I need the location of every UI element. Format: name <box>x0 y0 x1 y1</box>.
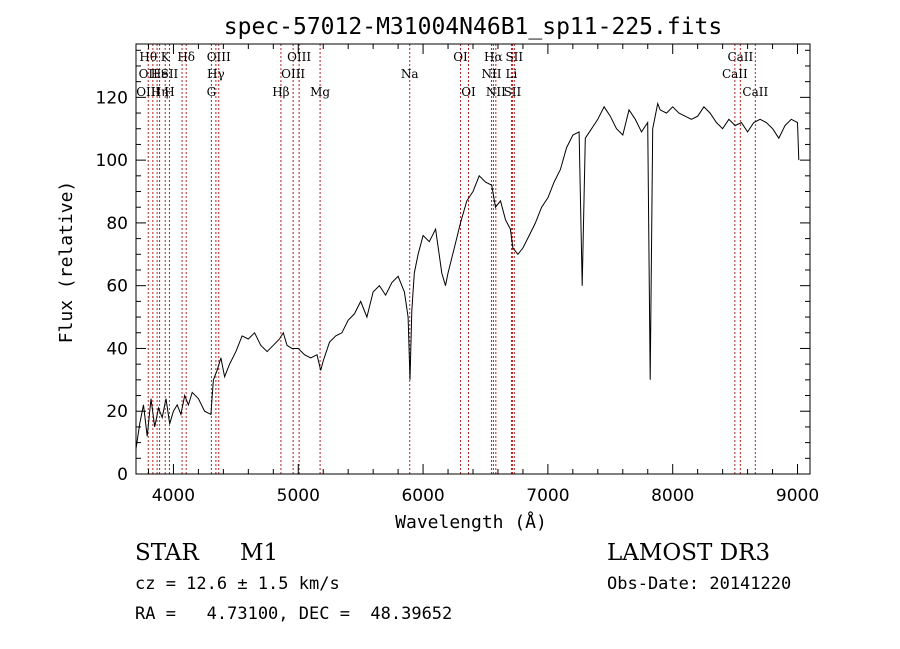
line-marker-label: OIII <box>287 50 311 64</box>
x-tick-label: 7000 <box>526 486 569 506</box>
line-marker-label: OII <box>139 67 159 81</box>
object-subclass: M1 <box>240 540 279 566</box>
x-tick-label: 5000 <box>277 486 320 506</box>
x-axis-ticks: 4000 5000 6000 7000 8000 9000 <box>147 44 819 506</box>
line-marker-label: NII <box>481 67 501 81</box>
y-tick-label: 80 <box>106 214 128 234</box>
y-axis-label: Flux (relative) <box>56 181 77 344</box>
chart-title: spec-57012-M31004N46B1_sp11-225.fits <box>224 14 723 40</box>
line-marker-label: Hγ <box>207 67 225 81</box>
line-marker-label: SII <box>505 50 523 64</box>
x-tick-label: 9000 <box>776 486 819 506</box>
line-marker-label: Na <box>401 67 419 81</box>
line-marker-label: OI <box>461 85 476 99</box>
line-marker-label: Hη <box>151 85 169 99</box>
line-marker-label: NII <box>486 85 506 99</box>
x-axis-label: Wavelength (Å) <box>395 511 547 533</box>
survey-name: LAMOST DR3 <box>607 540 771 566</box>
x-tick-label: 6000 <box>401 486 444 506</box>
y-tick-label: 60 <box>106 277 128 297</box>
line-marker-label: SII <box>161 67 179 81</box>
line-marker-label: H <box>164 85 174 99</box>
x-tick-label: 8000 <box>651 486 694 506</box>
line-marker-label: Hδ <box>177 50 195 64</box>
line-marker-label: Mg <box>310 85 330 99</box>
line-marker-label: Hθ <box>139 50 157 64</box>
plot-frame <box>135 43 811 475</box>
object-class: STAR <box>135 540 199 566</box>
y-tick-label: 20 <box>106 402 128 422</box>
line-marker-label: CaII <box>722 67 748 81</box>
line-marker-label: OI <box>453 50 468 64</box>
line-marker-label: He <box>151 67 169 81</box>
line-marker-label: OIII <box>281 67 305 81</box>
coordinates: RA = 4.73100, DEC = 48.39652 <box>135 604 453 624</box>
line-marker-label: Hα <box>484 50 503 64</box>
observation-date: Obs-Date: 20141220 <box>607 574 792 594</box>
line-marker-label: Li <box>506 67 518 81</box>
y-tick-label: 120 <box>96 88 128 108</box>
line-marker-label: CaII <box>742 85 768 99</box>
x-tick-label: 4000 <box>152 486 195 506</box>
line-marker-label: OIII <box>136 85 160 99</box>
line-marker-label: SII <box>504 85 522 99</box>
y-axis-ticks: 0 20 40 60 80 100 120 <box>96 49 810 485</box>
y-tick-label: 0 <box>117 465 128 485</box>
y-tick-label: 40 <box>106 339 128 359</box>
y-tick-label: 100 <box>96 151 128 171</box>
line-marker-label: CaII <box>727 50 753 64</box>
line-marker-label: G <box>207 85 217 99</box>
line-marker-label: OIII <box>207 50 231 64</box>
line-marker-label: K <box>161 50 171 64</box>
spectrum-line <box>135 101 800 449</box>
line-marker-label: Hβ <box>272 85 289 99</box>
redshift-cz: cz = 12.6 ± 1.5 km/s <box>135 574 340 594</box>
